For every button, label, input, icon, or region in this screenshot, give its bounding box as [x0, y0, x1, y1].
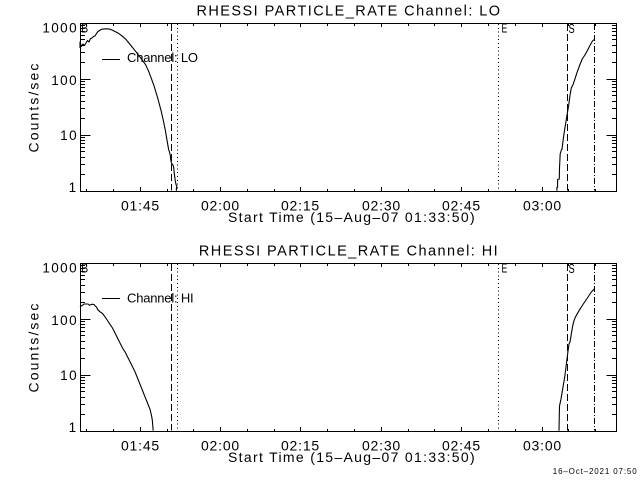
svg-text:03:00: 03:00: [523, 198, 562, 214]
svg-text:B: B: [81, 20, 88, 35]
svg-text:S: S: [569, 21, 575, 36]
svg-text:02:30: 02:30: [362, 198, 401, 214]
svg-text:100: 100: [51, 73, 78, 88]
svg-text:E: E: [502, 261, 508, 276]
svg-text:1000: 1000: [42, 260, 78, 275]
svg-text:10: 10: [60, 368, 78, 383]
svg-text:02:45: 02:45: [442, 438, 481, 454]
svg-text:E: E: [502, 21, 508, 36]
svg-text:Start Time (15–Aug–07 01:33:50: Start Time (15–Aug–07 01:33:50): [228, 209, 476, 225]
svg-text:S: S: [569, 261, 575, 276]
svg-text:01:45: 01:45: [121, 438, 160, 454]
svg-text:01:45: 01:45: [121, 198, 160, 214]
svg-text:02:00: 02:00: [201, 198, 240, 214]
svg-text:RHESSI PARTICLE_RATE Channel:: RHESSI PARTICLE_RATE Channel: HI: [199, 244, 499, 260]
svg-text:16–Oct–2021 07:50: 16–Oct–2021 07:50: [553, 467, 638, 476]
svg-text:Counts/sec: Counts/sec: [26, 301, 42, 392]
svg-text:02:15: 02:15: [281, 198, 320, 214]
svg-text:02:00: 02:00: [201, 438, 240, 454]
svg-text:02:15: 02:15: [281, 438, 320, 454]
svg-text:02:30: 02:30: [362, 438, 401, 454]
svg-text:03:00: 03:00: [523, 438, 562, 454]
svg-text:Channel: LO: Channel: LO: [127, 50, 198, 65]
svg-text:Channel: HI: Channel: HI: [127, 290, 193, 305]
svg-text:100: 100: [51, 313, 78, 328]
svg-text:1000: 1000: [42, 20, 78, 35]
svg-text:Counts/sec: Counts/sec: [26, 61, 42, 152]
svg-text:1: 1: [69, 180, 78, 195]
svg-text:RHESSI PARTICLE_RATE Channel:: RHESSI PARTICLE_RATE Channel: LO: [196, 4, 501, 20]
svg-text:10: 10: [60, 128, 78, 143]
svg-text:Start Time (15–Aug–07 01:33:50: Start Time (15–Aug–07 01:33:50): [228, 449, 476, 465]
svg-text:1: 1: [69, 420, 78, 435]
svg-text:02:45: 02:45: [442, 198, 481, 214]
svg-text:B: B: [81, 260, 88, 275]
